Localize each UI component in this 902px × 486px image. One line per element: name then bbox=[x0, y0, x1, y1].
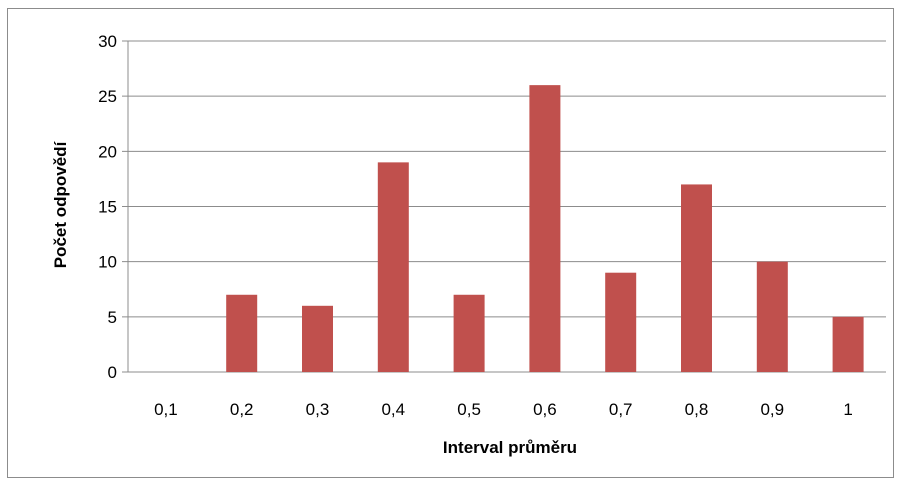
y-tick-labels: 0 5 10 15 20 25 30 bbox=[98, 32, 117, 382]
y-tick-label: 30 bbox=[98, 32, 117, 51]
x-tick-label: 0,7 bbox=[609, 400, 633, 419]
x-tick-label: 0,6 bbox=[533, 400, 557, 419]
bar-1 bbox=[832, 316, 864, 372]
bar-0,2 bbox=[226, 294, 258, 372]
bar-0,6 bbox=[529, 85, 561, 372]
bar-0,4 bbox=[377, 162, 409, 372]
y-tick-label: 15 bbox=[98, 198, 117, 217]
x-tick-label: 0,4 bbox=[381, 400, 405, 419]
x-tick-label: 0,3 bbox=[306, 400, 330, 419]
bar-0,5 bbox=[453, 294, 485, 372]
x-axis-title: Interval průměru bbox=[443, 438, 577, 457]
bar-chart: 0 5 10 15 20 25 30 0,1 0,2 0,3 0,4 0,5 0,6 0,7 0,8 0,9… bbox=[51, 32, 886, 457]
x-tick-labels: 0,1 0,2 0,3 0,4 0,5 0,6 0,7 0,8 0,9 1 bbox=[154, 400, 853, 419]
chart-frame: 0 5 10 15 20 25 30 0,1 0,2 0,3 0,4 0,5 0,6 0,7 0,8 0,9… bbox=[7, 8, 894, 478]
y-tick-label: 0 bbox=[108, 363, 117, 382]
x-tick-label: 0,1 bbox=[154, 400, 178, 419]
x-tick-label: 0,5 bbox=[457, 400, 481, 419]
bar-0,7 bbox=[605, 272, 637, 372]
bars bbox=[226, 85, 864, 372]
y-axis-title: Počet odpovědí bbox=[51, 140, 70, 268]
x-tick-label: 1 bbox=[843, 400, 852, 419]
bar-0,9 bbox=[756, 261, 788, 372]
bar-0,8 bbox=[681, 184, 712, 372]
bar-0,3 bbox=[302, 305, 333, 372]
y-tick-label: 5 bbox=[108, 308, 117, 327]
y-tick-label: 10 bbox=[98, 253, 117, 272]
x-tick-label: 0,8 bbox=[685, 400, 709, 419]
y-tick-label: 25 bbox=[98, 87, 117, 106]
x-tick-label: 0,2 bbox=[230, 400, 254, 419]
y-tick-label: 20 bbox=[98, 142, 117, 161]
x-tick-label: 0,9 bbox=[760, 400, 784, 419]
